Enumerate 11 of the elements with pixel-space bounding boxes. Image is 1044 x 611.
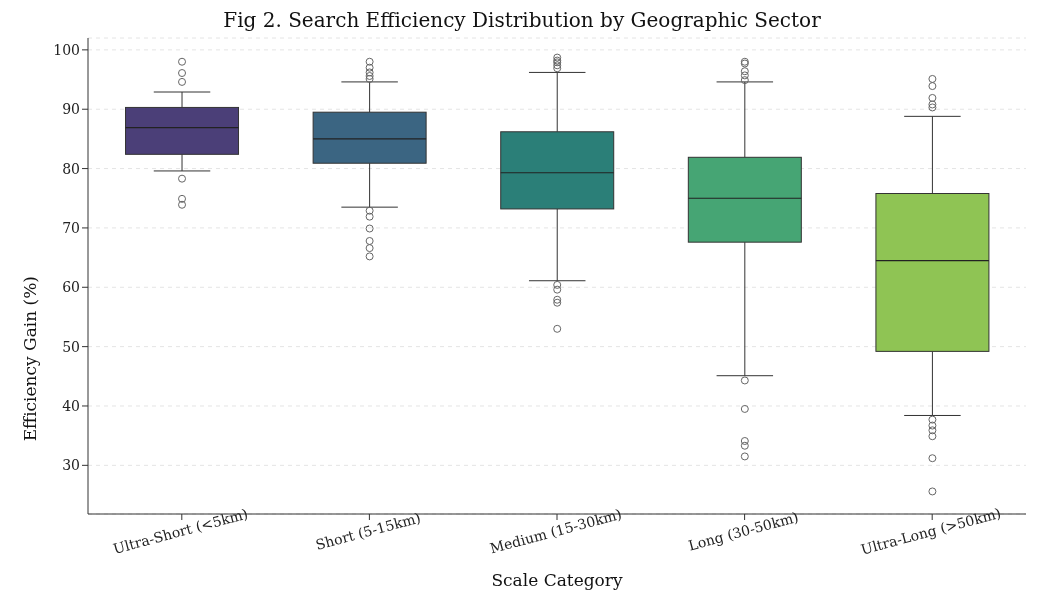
y-tick-label: 80: [62, 160, 80, 177]
y-tick-label: 30: [62, 457, 80, 474]
x-axis-title: Scale Category: [491, 570, 623, 590]
y-tick-label: 50: [62, 338, 80, 355]
chart-title: Fig 2. Search Efficiency Distribution by Geographic Sector: [222, 8, 822, 34]
y-tick-label: 90: [62, 101, 80, 118]
y-tick-label: 100: [53, 41, 80, 58]
y-axis-title: Efficiency Gain (%): [20, 276, 41, 442]
y-tick-label: 40: [62, 397, 80, 414]
y-tick-label: 60: [62, 279, 80, 296]
y-tick-label: 70: [62, 219, 80, 236]
